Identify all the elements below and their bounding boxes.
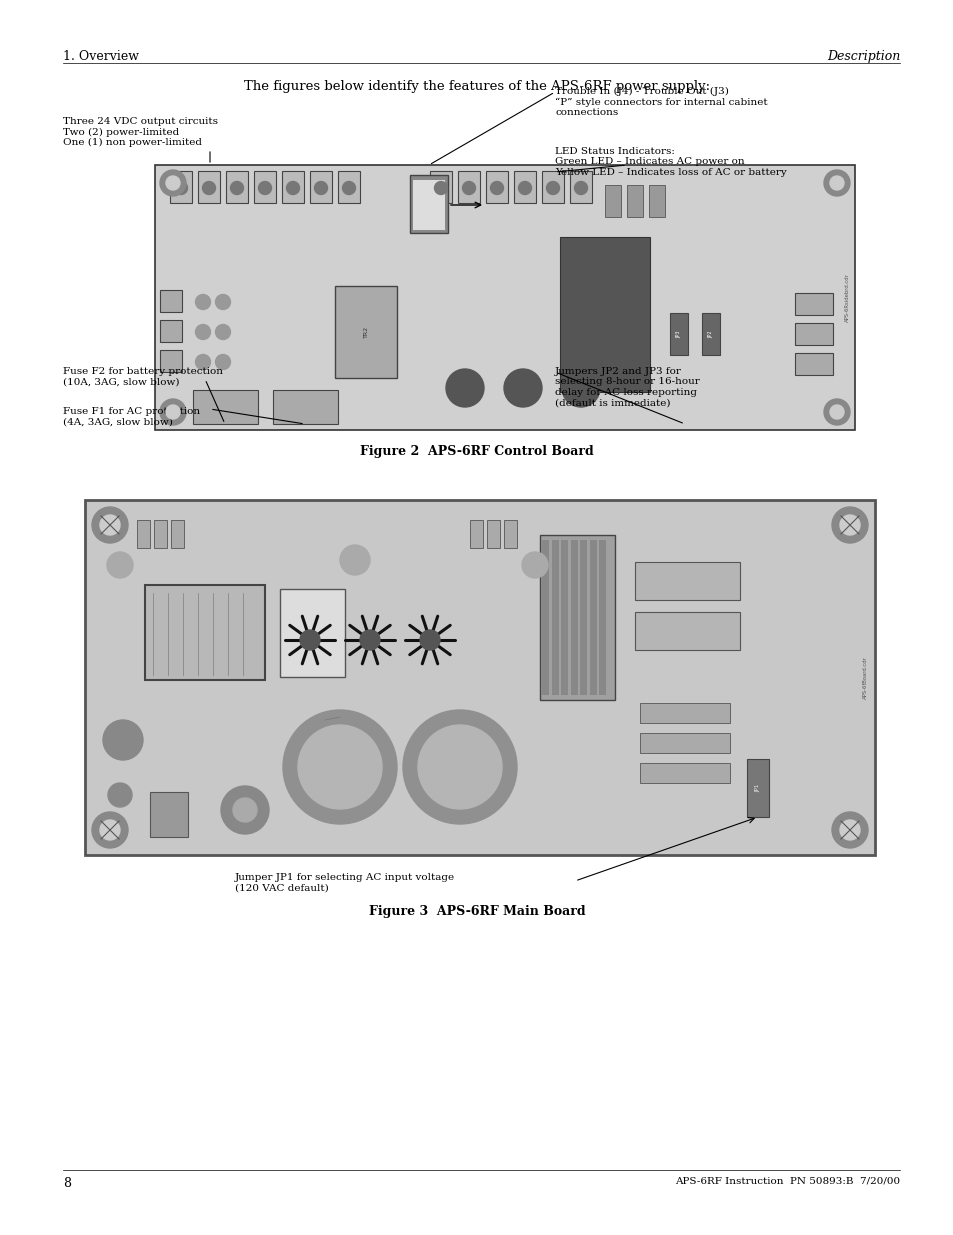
Circle shape (174, 182, 188, 194)
Bar (639, 763, 729, 783)
Circle shape (359, 630, 379, 650)
Bar (604, 185, 620, 217)
Circle shape (521, 552, 547, 578)
Bar (701, 312, 720, 354)
Text: The figures below identify the features of the APS-6RF power supply:: The figures below identify the features … (244, 80, 709, 93)
Circle shape (339, 545, 370, 576)
Text: JP1: JP1 (755, 784, 760, 792)
Bar (746, 760, 768, 818)
Circle shape (258, 182, 272, 194)
Bar (669, 312, 687, 354)
Bar (150, 792, 188, 837)
Text: 8: 8 (63, 1177, 71, 1191)
Circle shape (299, 630, 319, 650)
Text: Description: Description (826, 49, 899, 63)
Circle shape (314, 182, 327, 194)
Bar (226, 170, 248, 203)
Bar (794, 324, 832, 345)
Bar (486, 520, 499, 548)
Circle shape (831, 508, 867, 543)
Bar (280, 589, 345, 677)
Bar (503, 520, 517, 548)
Circle shape (342, 182, 355, 194)
Circle shape (829, 405, 843, 419)
Bar (648, 185, 664, 217)
Bar (470, 520, 482, 548)
Circle shape (202, 182, 215, 194)
Circle shape (462, 182, 475, 194)
Circle shape (100, 515, 120, 535)
Circle shape (503, 369, 541, 408)
Bar (160, 350, 182, 372)
Bar (273, 390, 337, 424)
Circle shape (546, 182, 558, 194)
Text: Fuse F1 for AC protection
(4A, 3AG, slow blow): Fuse F1 for AC protection (4A, 3AG, slow… (63, 408, 200, 426)
Circle shape (419, 630, 439, 650)
Bar (410, 175, 448, 233)
Circle shape (286, 182, 299, 194)
Circle shape (490, 182, 503, 194)
Circle shape (100, 820, 120, 840)
Text: Jumpers JP2 and JP3 for
selecting 8-hour or 16-hour
delay for AC loss reporting
: Jumpers JP2 and JP3 for selecting 8-hour… (555, 367, 699, 408)
Circle shape (107, 552, 132, 578)
Bar (335, 287, 396, 378)
Circle shape (561, 369, 599, 408)
Circle shape (195, 325, 211, 340)
Bar (154, 165, 854, 430)
Circle shape (434, 182, 447, 194)
Circle shape (215, 354, 231, 369)
Bar (137, 520, 150, 548)
Bar (85, 500, 874, 855)
Circle shape (574, 182, 587, 194)
Bar (153, 520, 167, 548)
Bar (639, 734, 729, 753)
Text: Jumper JP1 for selecting AC input voltage
(120 VAC default): Jumper JP1 for selecting AC input voltag… (234, 873, 455, 893)
Text: Figure 3  APS-6RF Main Board: Figure 3 APS-6RF Main Board (368, 905, 585, 918)
Bar (635, 562, 740, 600)
Circle shape (195, 354, 211, 369)
Bar (626, 185, 642, 217)
Bar (560, 540, 567, 695)
Circle shape (446, 369, 483, 408)
Bar (541, 540, 548, 695)
Bar (337, 170, 359, 203)
Circle shape (831, 811, 867, 848)
Circle shape (195, 294, 211, 310)
Bar (160, 290, 182, 312)
Text: Figure 2  APS-6RF Control Board: Figure 2 APS-6RF Control Board (359, 445, 594, 458)
Text: Trouble In (J4) - Trouble Out (J3)
“P” style connectors for internal cabinet
con: Trouble In (J4) - Trouble Out (J3) “P” s… (555, 86, 767, 117)
Circle shape (91, 811, 128, 848)
Circle shape (160, 399, 186, 425)
Circle shape (297, 725, 381, 809)
Bar (413, 180, 444, 230)
Bar (310, 170, 332, 203)
Circle shape (233, 798, 256, 823)
Bar (569, 170, 592, 203)
Bar (541, 170, 563, 203)
Bar (794, 353, 832, 375)
Text: LED Status Indicators:
Green LED – Indicates AC power on
Yellow LED – Indicates : LED Status Indicators: Green LED – Indic… (555, 147, 786, 177)
Bar (514, 170, 536, 203)
Text: 1. Overview: 1. Overview (63, 49, 139, 63)
Bar (160, 320, 182, 342)
Circle shape (283, 710, 396, 824)
Circle shape (840, 515, 859, 535)
Bar (559, 237, 649, 391)
Bar (145, 585, 265, 680)
Circle shape (166, 405, 180, 419)
Bar (570, 540, 577, 695)
Bar (193, 390, 257, 424)
Text: JP2: JP2 (708, 330, 713, 337)
Bar (639, 703, 729, 722)
Text: Fuse F2 for battery protection
(10A, 3AG, slow blow): Fuse F2 for battery protection (10A, 3AG… (63, 367, 223, 387)
Text: APS-6Rsidebrd.cdr: APS-6Rsidebrd.cdr (843, 273, 848, 322)
Circle shape (840, 820, 859, 840)
Bar (794, 293, 832, 315)
Circle shape (166, 177, 180, 190)
Bar (253, 170, 275, 203)
Bar (598, 540, 605, 695)
Circle shape (829, 177, 843, 190)
Bar (170, 170, 192, 203)
Text: TR2: TR2 (363, 326, 368, 338)
Circle shape (103, 720, 143, 760)
